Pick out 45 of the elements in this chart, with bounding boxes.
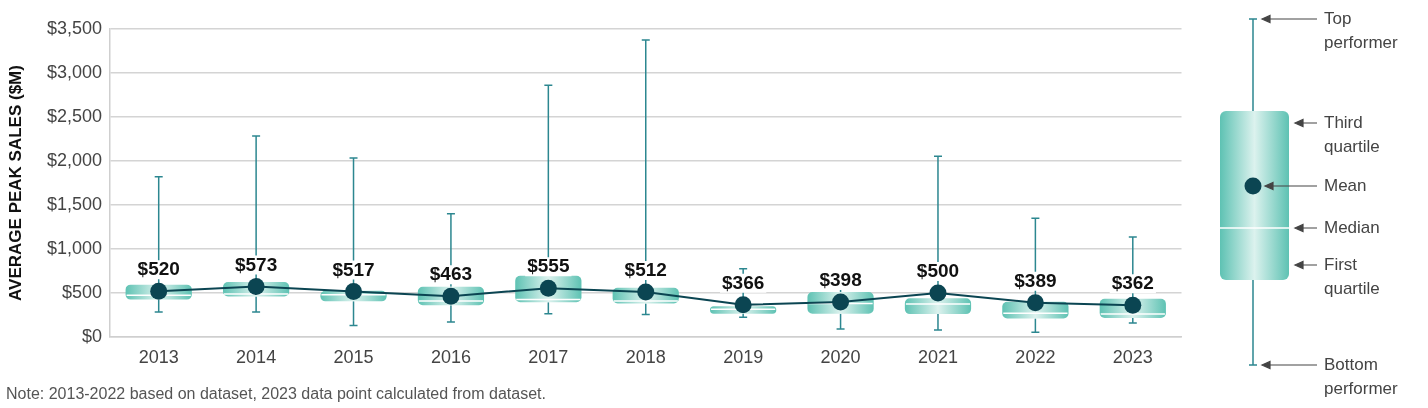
x-tick-label: 2020 — [820, 346, 861, 367]
point — [247, 278, 265, 296]
x-tick-label: 2019 — [723, 346, 764, 367]
text: Median — [1324, 217, 1381, 239]
x-tick-label: 2013 — [138, 346, 179, 367]
point — [345, 283, 363, 300]
text: Bottom performer — [1324, 354, 1399, 400]
x-tick-label: 2021 — [917, 346, 958, 367]
data-label: $520 — [137, 258, 180, 280]
point — [1026, 294, 1044, 312]
data-label: $512 — [624, 259, 667, 281]
point — [929, 284, 947, 302]
x-tick-label: 2023 — [1112, 346, 1153, 367]
data-label: $366 — [722, 272, 765, 294]
data-label: $362 — [1111, 272, 1154, 294]
y-axis-title: AVERAGE PEAK SALES ($M) — [5, 65, 25, 301]
point — [150, 282, 168, 300]
x-tick-label: 2016 — [430, 346, 471, 367]
y-tick-label: $2,500 — [46, 105, 102, 126]
x-tick-label: 2017 — [528, 346, 569, 367]
y-tick-label: $1,000 — [46, 237, 102, 258]
data-label: $398 — [819, 269, 862, 291]
data-label: $555 — [527, 255, 570, 277]
point — [637, 283, 655, 301]
data-label: $389 — [1014, 270, 1057, 291]
data-label: $500 — [916, 260, 960, 282]
data-label: $463 — [429, 263, 473, 285]
y-tick-label: $2,000 — [46, 149, 102, 170]
x-tick-label: 2018 — [625, 346, 666, 367]
text: Note: 2013-2022 based on dataset, 2023 data point calculated from dataset. — [6, 384, 546, 403]
data-label: $573 — [234, 253, 278, 275]
y-tick-label: $3,500 — [46, 17, 102, 38]
x-tick-label: 2022 — [1015, 346, 1056, 367]
text: Third quartile — [1324, 112, 1381, 158]
text: First quartile — [1324, 254, 1381, 300]
y-tick-label: $0 — [81, 325, 102, 346]
point — [734, 296, 752, 314]
y-tick-label: $500 — [61, 281, 102, 302]
y-tick-label: $1,500 — [46, 193, 102, 214]
text: Top performer — [1324, 8, 1399, 54]
text: Mean — [1324, 175, 1368, 197]
x-tick-label: 2014 — [236, 346, 277, 367]
x-tick-label: 2015 — [333, 346, 374, 367]
y-tick-label: $3,000 — [46, 61, 102, 82]
data-label: $517 — [332, 258, 375, 280]
